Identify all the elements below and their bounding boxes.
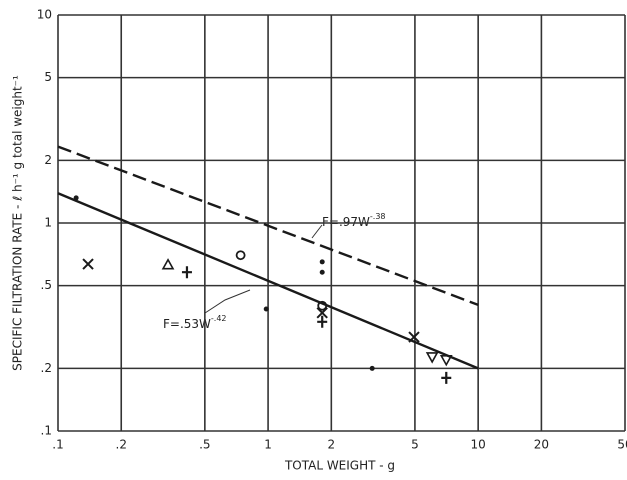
x-axis-label: TOTAL WEIGHT - g	[284, 459, 395, 473]
point	[263, 306, 269, 312]
y-tick-label: 10	[37, 8, 52, 22]
x-tick-label: 5	[411, 438, 419, 452]
x-tick-label: .1	[52, 438, 63, 452]
point	[425, 352, 439, 364]
point	[369, 365, 375, 371]
point	[181, 266, 192, 279]
y-tick-label: 5	[44, 70, 52, 84]
point	[73, 195, 79, 201]
x-tick-label: 2	[328, 438, 336, 452]
point	[235, 250, 246, 261]
fit-label: F=.53W-.42	[163, 314, 227, 331]
point	[319, 269, 325, 275]
point	[441, 371, 452, 384]
x-tick-label: .2	[116, 438, 127, 452]
x-tick-label: 1	[264, 438, 272, 452]
y-axis-label: SPECIFIC FILTRATION RATE - ℓ h⁻¹ g total…	[11, 75, 25, 371]
x-tick-label: 50	[617, 438, 627, 452]
x-tick-label: 20	[534, 438, 549, 452]
y-tick-label: .5	[41, 278, 52, 292]
point	[82, 258, 94, 270]
y-tick-label: .2	[41, 361, 52, 375]
point	[408, 331, 420, 343]
fit-label-text: F=.97W	[322, 215, 370, 229]
fit-label-exponent: -.38	[370, 212, 386, 221]
point	[439, 354, 453, 367]
point	[161, 258, 175, 270]
point	[316, 307, 328, 319]
fit-label: F=.97W-.38	[322, 212, 386, 229]
fit-label-text: F=.53W	[163, 317, 211, 331]
fit-line	[57, 192, 479, 370]
y-tick-label: 2	[44, 153, 52, 167]
point	[317, 315, 328, 328]
x-tick-label: .5	[199, 438, 210, 452]
fit-label-exponent: -.42	[211, 314, 227, 323]
y-tick-label: .1	[41, 424, 52, 438]
y-tick-label: 1	[44, 216, 52, 230]
leader-line	[204, 289, 251, 314]
fit-line	[57, 145, 479, 306]
point	[319, 259, 325, 265]
x-tick-label: 10	[471, 438, 486, 452]
leader-line	[311, 224, 323, 239]
point	[317, 300, 328, 311]
